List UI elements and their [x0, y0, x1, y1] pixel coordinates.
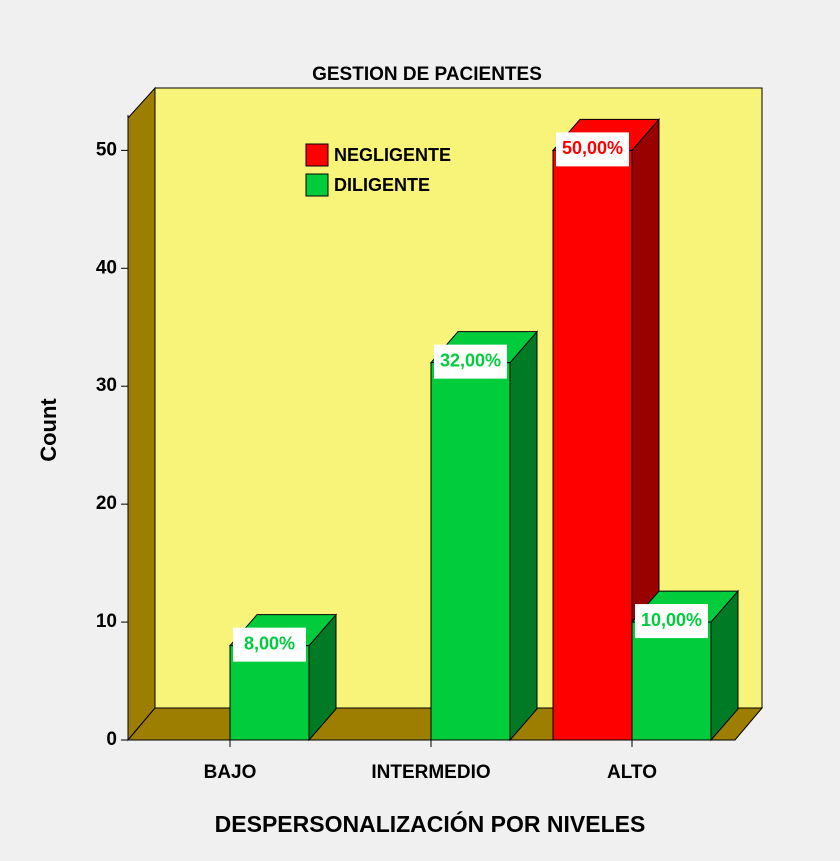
- bar: [430, 362, 511, 741]
- y-tick-label: 50: [96, 139, 117, 160]
- value-label-box: [556, 132, 629, 167]
- value-label: 50,00%: [562, 138, 623, 158]
- bar: [552, 149, 633, 741]
- legend-swatch: [305, 143, 329, 167]
- y-tick-label: 30: [96, 375, 117, 396]
- x-tick-label: INTERMEDIO: [371, 762, 490, 783]
- legend-swatch: [305, 173, 329, 197]
- value-label: 10,00%: [641, 610, 702, 630]
- value-label-box: [434, 344, 507, 379]
- x-axis-label: DESPERSONALIZACIÓN POR NIVELES: [215, 810, 646, 837]
- x-tick-label: ALTO: [607, 762, 657, 783]
- y-tick-label: 40: [96, 257, 117, 278]
- legend-label: NEGLIGENTE: [334, 145, 451, 165]
- value-label-box: [635, 604, 708, 639]
- y-tick-label: 0: [106, 729, 117, 750]
- bar: [631, 621, 712, 741]
- y-axis-label: Count: [36, 398, 61, 462]
- value-label: 8,00%: [244, 633, 295, 653]
- y-tick-label: 20: [96, 493, 117, 514]
- y-tick-label: 10: [96, 611, 117, 632]
- legend-label: DILIGENTE: [334, 175, 430, 195]
- bar-side: [509, 330, 538, 742]
- value-label: 32,00%: [440, 350, 501, 370]
- chart-title: GESTION DE PACIENTES: [312, 64, 542, 85]
- value-label-box: [233, 627, 306, 662]
- x-tick-label: BAJO: [204, 762, 257, 783]
- left-wall: [127, 86, 156, 742]
